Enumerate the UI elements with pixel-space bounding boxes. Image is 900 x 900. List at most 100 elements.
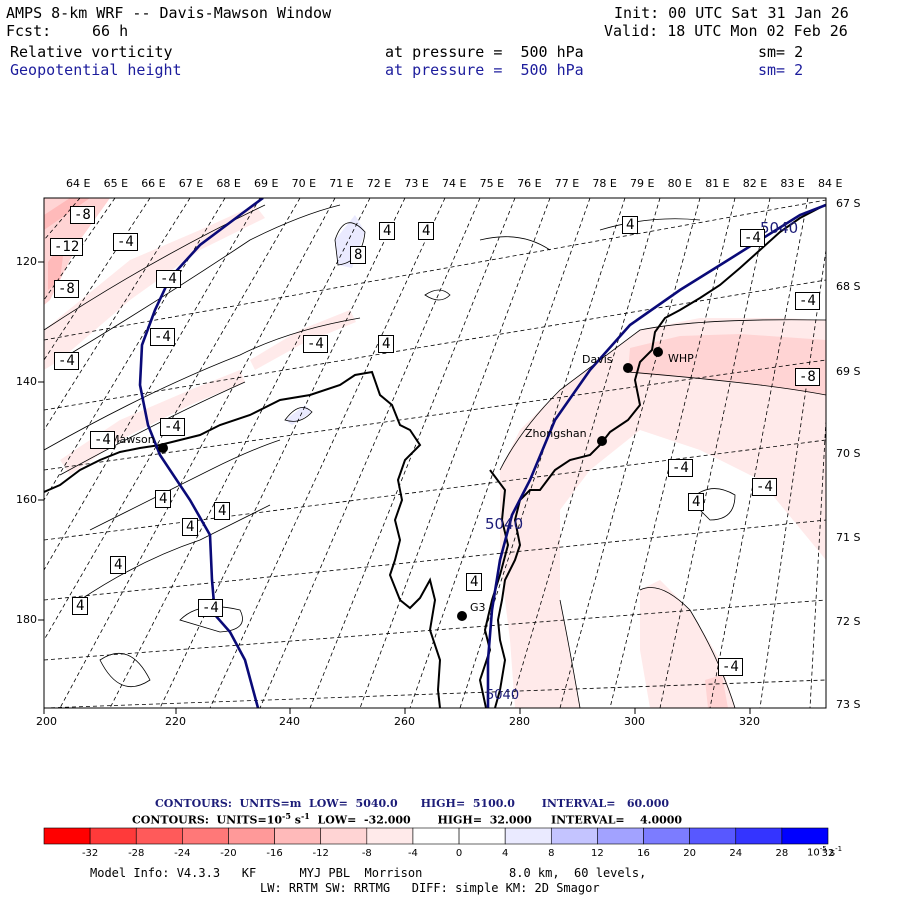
height-contour-info: CONTOURS: UNITS=m LOW= 5040.0 HIGH= 5100… [155,797,669,810]
station-label: Zhongshan [525,427,587,440]
vorticity-contour-label: 4 [622,216,639,234]
colorbar-swatch [689,827,737,845]
station-dot-whp [653,347,663,357]
latitude-label: 70 S [836,447,861,460]
field2-smoothing: sm= 2 [758,61,804,79]
longitude-label: 80 E [667,177,693,190]
y-axis-label: 180 [16,613,37,626]
latitude-label: 69 S [836,365,861,378]
latitude-label: 72 S [836,615,861,628]
vorticity-contour-label: 4 [466,573,483,591]
colorbar-tick-label: -12 [312,848,329,859]
station-label: Davis [582,353,613,366]
vorticity-contour-info: CONTOURS: UNITS=10-5 s-1 LOW= -32.000 HI… [132,811,683,827]
forecast-label: Fcst: [6,22,52,40]
vorticity-contour-label: 4 [155,490,172,508]
station-dot-mawson [158,443,168,453]
plot-title: AMPS 8-km WRF -- Davis-Mawson Window [6,4,332,22]
x-axis-label: 240 [279,715,300,728]
station-markers [158,347,663,621]
vorticity-contour-label: -4 [90,431,115,449]
colorbar-swatch [504,827,552,845]
station-dot-g3 [457,611,467,621]
longitude-label: 68 E [216,177,241,190]
height-contour-label: 5040 [760,219,799,237]
longitude-label: 81 E [705,177,730,190]
colorbar-swatch [458,827,506,845]
model-info-line2: LW: RRTM SW: RRTMG DIFF: simple KM: 2D S… [260,881,600,895]
station-label: G3 [470,601,486,614]
colorbar-tick-label: -28 [128,848,145,859]
longitude-label: 64 E [66,177,91,190]
x-axis-label: 260 [394,715,415,728]
y-axis-label: 160 [16,493,37,506]
vorticity-contour-label: -4 [718,658,743,676]
station-label: Mawson [110,433,155,446]
latitude-label: 71 S [836,531,861,544]
x-axis-label: 200 [36,715,57,728]
vorticity-contour-label: 4 [688,493,705,511]
valid-time: Valid: 18 UTC Mon 02 Feb 26 [604,22,848,40]
colorbar-tick-label: -16 [266,848,283,859]
colorbar-tick-label: 8 [548,848,555,859]
field1-level: at pressure = 500 hPa [385,43,584,61]
colorbar-swatch [228,827,275,845]
vorticity-contour-label: 4 [72,597,89,615]
longitude-label: 73 E [404,177,429,190]
longitude-label: 69 E [254,177,279,190]
init-time: Init: 00 UTC Sat 31 Jan 26 [614,4,849,22]
vorticity-contour-label: -4 [113,233,138,251]
colorbar-tick-label: -24 [174,848,191,859]
vorticity-contour-label: -4 [198,599,223,617]
axis-ticks [38,261,751,714]
vorticity-contour-label: 4 [379,222,396,240]
colorbar-swatch [182,827,229,845]
colorbar-tick-label: 12 [591,848,604,859]
longitude-label: 74 E [442,177,467,190]
colorbar-tick-label: 0 [455,848,463,859]
longitude-label: 65 E [103,177,129,190]
colorbar-swatch [643,827,690,845]
colorbar-tick-label: 16 [637,848,650,859]
colorbar-swatch [366,827,414,845]
latitude-label: 73 S [836,698,861,711]
colorbar-unit: 10-5 s-1 [807,845,843,859]
longitude-label: 66 E [141,177,166,190]
vorticity-contour-label: 4 [378,335,395,353]
longitude-label: 84 E [818,177,843,190]
colorbar-swatch [550,827,598,845]
colorbar-tick-label: 4 [501,848,509,859]
vorticity-contour-label: 4 [110,556,127,574]
colorbar-tick-label: -32 [81,848,99,859]
latitude-label: 67 S [836,197,861,210]
vorticity-contour-label: -8 [54,280,79,298]
station-label: WHP [668,352,694,365]
colorbar-tick-label: 28 [775,848,789,859]
colorbar-swatch [43,827,91,845]
colorbar-tick-label: 32 [821,848,835,859]
vorticity-contour-label: -4 [150,328,175,346]
vorticity-contour-label: -4 [54,352,79,370]
vorticity-contour-label: -4 [156,270,181,288]
forecast-hour: 66 h [92,22,129,40]
vorticity-contour-label: -4 [795,292,820,310]
longitude-label: 78 E [592,177,617,190]
vorticity-contour-label: 8 [350,246,367,264]
longitude-label: 83 E [780,177,805,190]
field1-name: Relative vorticity [10,43,173,61]
colorbar-swatch [274,827,322,845]
x-axis-label: 320 [739,715,760,728]
longitude-label: 67 E [178,177,204,190]
colorbar-swatch [735,827,783,845]
x-axis-label: 220 [165,715,186,728]
vorticity-contour-label: -4 [160,418,185,436]
vorticity-contour-label: -12 [50,238,84,256]
colorbar-swatch [597,827,644,845]
x-axis-label: 300 [624,715,645,728]
colorbar-tick-label: -20 [220,848,237,859]
vorticity-contour-label: -4 [303,335,328,353]
longitude-label: 70 E [291,177,317,190]
longitude-label: 75 E [479,177,505,190]
vorticity-contour-label: 4 [214,502,231,520]
